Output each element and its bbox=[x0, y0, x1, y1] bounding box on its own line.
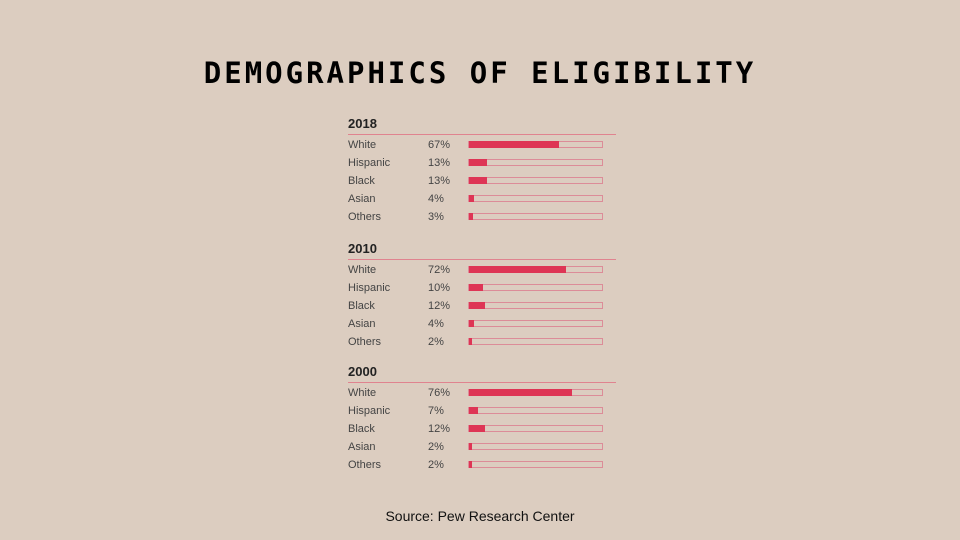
bar-track bbox=[468, 302, 603, 309]
bar-track bbox=[468, 177, 603, 184]
row-label-black: Black bbox=[348, 423, 375, 435]
row-label-hispanic: Hispanic bbox=[348, 282, 391, 294]
bar-2000-hispanic bbox=[469, 407, 479, 414]
bar-2000-asian bbox=[469, 443, 472, 450]
page-title: DEMOGRAPHICS OF ELIGIBILITY bbox=[203, 56, 757, 90]
bar-2010-others bbox=[469, 338, 472, 345]
bar-track bbox=[468, 338, 603, 345]
row-percent: 76% bbox=[428, 387, 451, 399]
bar-2010-hispanic bbox=[469, 284, 483, 291]
bar-track bbox=[468, 407, 603, 414]
row-percent: 72% bbox=[428, 264, 451, 276]
group-title-2018: 2018 bbox=[348, 116, 377, 131]
row-percent: 3% bbox=[428, 211, 444, 223]
row-label-white: White bbox=[348, 264, 377, 276]
bar-2018-black bbox=[469, 177, 487, 184]
row-label-others: Others bbox=[348, 459, 382, 471]
group-divider bbox=[348, 259, 616, 260]
bar-track bbox=[468, 461, 603, 468]
row-percent: 2% bbox=[428, 441, 444, 453]
row-percent: 2% bbox=[428, 459, 444, 471]
bar-2018-others bbox=[469, 213, 474, 220]
row-percent: 13% bbox=[428, 157, 451, 169]
row-label-hispanic: Hispanic bbox=[348, 157, 391, 169]
bar-2010-white bbox=[469, 266, 567, 273]
bar-2000-others bbox=[469, 461, 472, 468]
bar-2018-hispanic bbox=[469, 159, 487, 166]
row-label-asian: Asian bbox=[348, 193, 376, 205]
row-percent: 4% bbox=[428, 193, 444, 205]
row-percent: 7% bbox=[428, 405, 444, 417]
row-label-black: Black bbox=[348, 300, 375, 312]
row-label-hispanic: Hispanic bbox=[348, 405, 391, 417]
row-label-black: Black bbox=[348, 175, 375, 187]
row-percent: 10% bbox=[428, 282, 451, 294]
row-label-asian: Asian bbox=[348, 441, 376, 453]
group-title-2010: 2010 bbox=[348, 241, 377, 256]
source-caption: Source: Pew Research Center bbox=[385, 508, 575, 524]
row-percent: 67% bbox=[428, 139, 451, 151]
bar-track bbox=[468, 284, 603, 291]
bar-2018-white bbox=[469, 141, 560, 148]
row-percent: 13% bbox=[428, 175, 451, 187]
bar-track bbox=[468, 213, 603, 220]
bar-2010-asian bbox=[469, 320, 475, 327]
bar-track bbox=[468, 425, 603, 432]
bar-track bbox=[468, 389, 603, 396]
bar-track bbox=[468, 195, 603, 202]
row-label-white: White bbox=[348, 139, 377, 151]
bar-track bbox=[468, 141, 603, 148]
bar-2010-black bbox=[469, 302, 486, 309]
bar-2018-asian bbox=[469, 195, 475, 202]
row-label-others: Others bbox=[348, 336, 382, 348]
row-label-white: White bbox=[348, 387, 377, 399]
row-label-others: Others bbox=[348, 211, 382, 223]
bar-2000-black bbox=[469, 425, 486, 432]
eligibility-bar-chart: 2018 White 67% Hispanic 13% Black 13% Asian 4% Ot… bbox=[348, 0, 618, 540]
bar-track bbox=[468, 443, 603, 450]
bar-track bbox=[468, 159, 603, 166]
row-percent: 4% bbox=[428, 318, 444, 330]
group-title-2000: 2000 bbox=[348, 364, 377, 379]
row-percent: 12% bbox=[428, 300, 451, 312]
group-divider bbox=[348, 134, 616, 135]
row-percent: 12% bbox=[428, 423, 451, 435]
group-divider bbox=[348, 382, 616, 383]
row-label-asian: Asian bbox=[348, 318, 376, 330]
bar-2000-white bbox=[469, 389, 572, 396]
bar-track bbox=[468, 266, 603, 273]
row-percent: 2% bbox=[428, 336, 444, 348]
bar-track bbox=[468, 320, 603, 327]
